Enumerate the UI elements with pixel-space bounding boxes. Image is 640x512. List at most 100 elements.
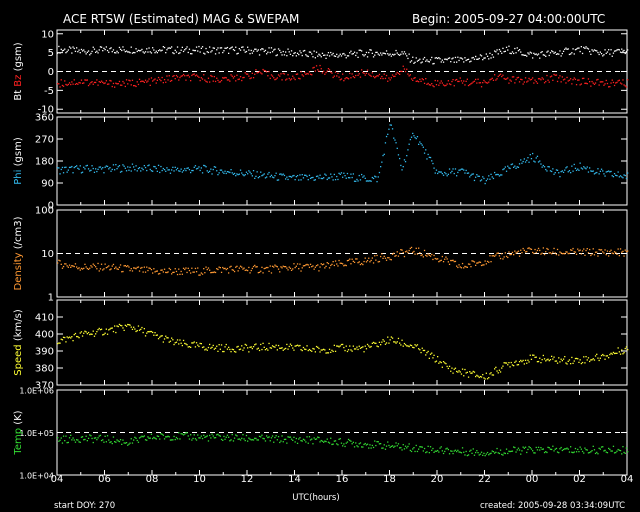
data-point [524,446,527,448]
data-point [133,85,135,87]
data-point [418,247,420,249]
data-point [361,262,363,265]
data-point [154,166,156,168]
data-point [452,372,454,374]
data-point [619,353,622,355]
data-point [388,77,390,79]
data-point [488,454,490,456]
data-point [328,442,331,444]
data-point [333,75,335,77]
data-point [427,82,429,85]
data-point [336,443,338,445]
data-point [472,81,474,83]
data-point [289,53,292,55]
data-point [495,51,497,53]
data-point [277,268,280,270]
data-point [58,440,60,442]
data-point [199,342,201,345]
data-point [556,169,559,171]
data-point [279,441,281,444]
data-point [382,339,384,341]
data-point [384,53,387,55]
data-point [491,77,493,79]
data-point [464,265,466,268]
data-point [114,86,116,88]
data-point [89,54,91,56]
data-point [214,271,217,274]
data-point [382,257,384,259]
data-point [486,260,489,263]
data-point [87,84,90,87]
data-point [226,46,229,49]
data-point [61,84,64,87]
y-axis-label-density: Density (/cm3) [13,216,24,290]
data-point [579,249,581,251]
data-point [332,179,334,181]
data-point [490,173,492,175]
data-point [509,52,511,54]
data-point [587,48,590,50]
data-point [351,443,353,445]
data-point [173,435,175,438]
data-point [336,175,338,178]
data-point [195,342,198,344]
data-point [477,375,479,377]
data-point [433,451,435,453]
data-point [176,76,179,78]
data-point [239,49,242,51]
data-point [212,168,214,171]
data-point [241,266,243,268]
data-point [124,167,126,169]
data-point [285,347,287,350]
data-point [366,443,369,445]
data-point [532,57,534,59]
data-point [543,253,546,256]
data-point [192,437,194,440]
data-point [127,444,129,446]
data-point [418,59,420,61]
data-point [357,180,359,182]
data-point [271,176,274,178]
data-point [173,170,175,172]
data-point [372,177,375,180]
data-point [287,436,289,438]
data-point [553,173,555,175]
data-point [68,264,71,266]
data-point [566,48,568,50]
data-point [586,166,588,168]
data-point [349,72,351,75]
data-point [408,75,410,77]
data-point [523,158,525,160]
data-point [89,267,91,269]
data-point [325,440,327,443]
data-point [282,441,284,443]
data-point [213,271,215,273]
data-point [516,449,518,451]
data-point [260,49,262,51]
data-point [62,435,65,437]
data-point [268,70,270,73]
data-point [383,153,385,155]
data-point [541,77,543,79]
data-point [86,51,88,53]
data-point [515,167,517,169]
data-point [616,49,618,51]
data-point [364,74,366,76]
data-point [523,81,525,83]
data-point [173,52,175,55]
data-point [566,76,568,79]
data-point [261,266,263,268]
data-point [545,168,547,171]
data-point [566,363,568,365]
data-point [499,174,502,176]
data-point [295,437,297,440]
data-point [292,268,294,270]
data-point [558,452,560,454]
data-point [68,437,71,439]
data-point [119,171,122,173]
data-point [235,351,237,353]
data-point [358,345,360,347]
data-point [121,271,123,273]
data-point [390,55,392,57]
data-point [355,348,357,350]
